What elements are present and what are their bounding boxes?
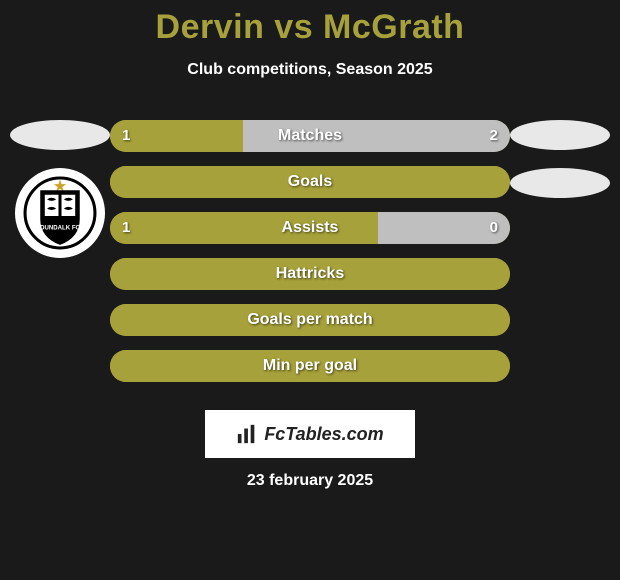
comparison-bars: Matches12GoalsAssists10HattricksGoals pe… (110, 120, 510, 382)
stat-bar-label: Goals per match (110, 304, 510, 336)
stat-bar-label: Hattricks (110, 258, 510, 290)
player2-photo-placeholder (510, 120, 610, 150)
stat-bar-value-right: 2 (490, 120, 498, 152)
stat-bar-label: Goals (110, 166, 510, 198)
brand-badge: FcTables.com (205, 410, 415, 458)
stat-bar: Assists1 0 (110, 212, 510, 244)
player2-club-placeholder (510, 168, 610, 198)
player2-avatar-column (510, 120, 610, 198)
dundalk-crest-icon: DUNDALK FC (22, 175, 98, 251)
footer: FcTables.com 23 february 2025 (0, 392, 620, 490)
stat-bar: Goals (110, 166, 510, 198)
stat-bar: Goals per match (110, 304, 510, 336)
stat-bar-label: Min per goal (110, 350, 510, 382)
player1-avatar-column: DUNDALK FC (10, 120, 110, 258)
bar-chart-icon (236, 423, 258, 445)
stat-bar-value-left: 1 (122, 212, 130, 244)
page-title: Dervin vs McGrath (0, 0, 620, 47)
subtitle: Club competitions, Season 2025 (0, 61, 620, 79)
date-text: 23 february 2025 (247, 472, 373, 490)
svg-text:DUNDALK FC: DUNDALK FC (40, 225, 80, 232)
stat-bar: Hattricks (110, 258, 510, 290)
stat-bar-value-left: 1 (122, 120, 130, 152)
player1-club-crest: DUNDALK FC (15, 168, 105, 258)
stat-bar: Matches1 2 (110, 120, 510, 152)
stat-bar: Min per goal (110, 350, 510, 382)
stat-bar-label: Assists (110, 212, 510, 244)
stat-bar-label: Matches (110, 120, 510, 152)
brand-text: FcTables.com (264, 424, 383, 445)
player1-photo-placeholder (10, 120, 110, 150)
stat-bar-value-right: 0 (490, 212, 498, 244)
